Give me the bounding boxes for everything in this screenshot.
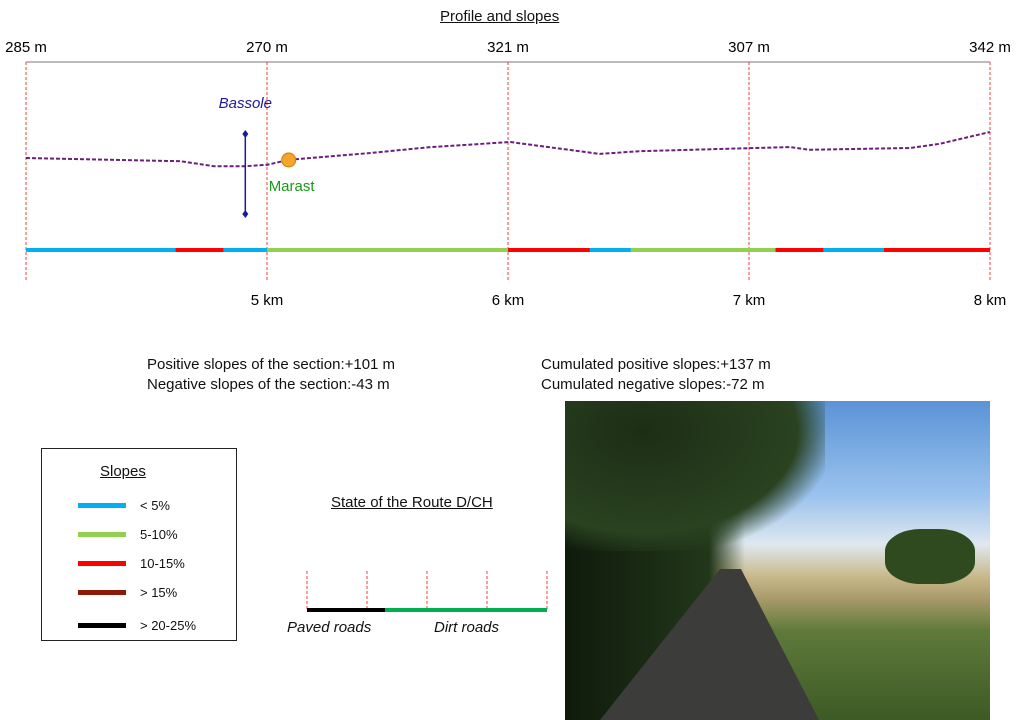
legend-label: 5-10% bbox=[140, 526, 178, 542]
legend-title: Slopes bbox=[100, 463, 146, 480]
profile-title: Profile and slopes bbox=[440, 8, 560, 25]
route-label-dirt: Dirt roads bbox=[434, 619, 500, 636]
place-label-bassole: Bassole bbox=[219, 95, 272, 112]
route-label-paved: Paved roads bbox=[287, 619, 372, 636]
distance-label: 6 km bbox=[492, 292, 525, 309]
elevation-label: 321 m bbox=[487, 39, 529, 56]
legend-label: > 20-25% bbox=[140, 617, 197, 633]
legend-item: 5-10% bbox=[78, 526, 178, 542]
route-photo bbox=[565, 401, 990, 720]
route-state-bar bbox=[306, 571, 548, 612]
elevation-label: 270 m bbox=[246, 39, 288, 56]
cumulated-stats: Cumulated positive slopes:+137 m Cumulat… bbox=[541, 355, 771, 395]
slopes-legend: Slopes < 5% 5-10% 10-15% > 15% > 20-25% bbox=[41, 448, 237, 641]
place-label-marast: Marast bbox=[269, 178, 316, 195]
legend-label: > 15% bbox=[140, 584, 178, 600]
distance-label: 7 km bbox=[733, 292, 766, 309]
legend-item: 10-15% bbox=[78, 555, 185, 571]
elevation-label: 285 m bbox=[5, 39, 47, 56]
route-state-title: State of the Route D/CH bbox=[331, 494, 493, 511]
legend-swatch bbox=[78, 560, 126, 566]
elevation-label: 307 m bbox=[728, 39, 770, 56]
legend-item: < 5% bbox=[78, 497, 170, 513]
legend-label: 10-15% bbox=[140, 555, 185, 571]
diamond-icon bbox=[242, 130, 249, 138]
section-positive: Positive slopes of the section:+101 m bbox=[147, 356, 396, 373]
legend-item: > 20-25% bbox=[78, 617, 196, 633]
section-stats: Positive slopes of the section:+101 m Ne… bbox=[147, 355, 395, 395]
legend-swatch bbox=[78, 589, 126, 595]
legend-swatch bbox=[78, 622, 126, 628]
cumulated-positive: Cumulated positive slopes:+137 m bbox=[541, 356, 771, 373]
cumulated-negative: Cumulated negative slopes:-72 m bbox=[541, 376, 765, 393]
legend-label: < 5% bbox=[140, 497, 170, 513]
marast-dot bbox=[281, 152, 297, 168]
diamond-icon bbox=[242, 210, 249, 218]
section-negative: Negative slopes of the section:-43 m bbox=[147, 376, 390, 393]
legend-swatch bbox=[78, 502, 126, 508]
distance-label: 8 km bbox=[974, 292, 1007, 309]
elevation-label: 342 m bbox=[969, 39, 1011, 56]
legend-swatch bbox=[78, 531, 126, 537]
distance-label: 5 km bbox=[251, 292, 284, 309]
elevation-profile-line bbox=[25, 131, 991, 168]
legend-item: > 15% bbox=[78, 584, 177, 600]
profile-chart: 285 m 270 m 5 km 321 m 6 km 307 m 7 km 342 m 8 k… bbox=[5, 39, 1011, 309]
